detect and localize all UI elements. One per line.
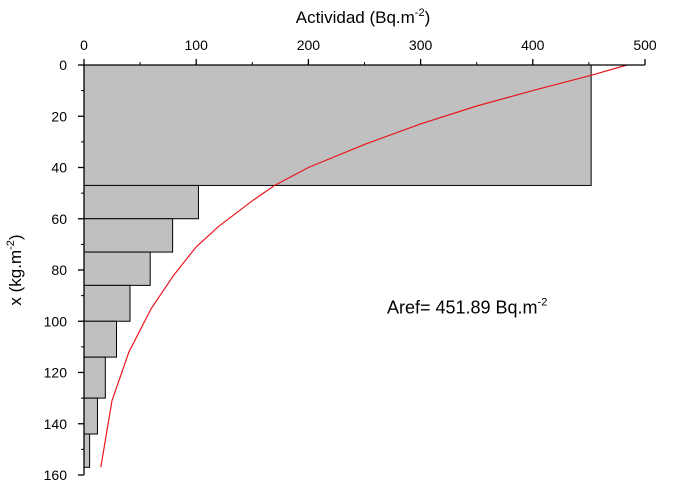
bar-7 (83, 356, 106, 399)
fit-curve (100, 64, 628, 468)
bar-3 (83, 218, 174, 253)
y-tick-label: 140 (44, 416, 68, 432)
y-tick-label: 100 (44, 313, 68, 329)
y-tick-label: 80 (51, 262, 67, 278)
x-axis-title-sup: -2 (415, 7, 425, 19)
y-axis-title-sup: -2 (5, 240, 17, 250)
x-tick-label: 500 (633, 37, 657, 53)
y-tick-label: 40 (51, 160, 67, 176)
fit-curve-layer (100, 64, 628, 468)
bar-8 (83, 397, 98, 435)
bar-1 (83, 64, 592, 186)
y-tick-label: 120 (44, 365, 68, 381)
x-tick-label: 400 (521, 37, 545, 53)
y-tick-label: 0 (59, 57, 67, 73)
bar-4 (83, 251, 151, 286)
aref-annotation: Aref= 451.89 Bq.m-2 (387, 297, 547, 318)
y-tick-label: 60 (51, 211, 67, 227)
y-tick-label: 160 (44, 467, 68, 483)
x-tick-label: 100 (185, 37, 209, 53)
bar-6 (83, 320, 118, 358)
x-tick-label: 300 (409, 37, 433, 53)
bar-2 (83, 184, 199, 220)
aref-annotation-sup: -2 (538, 297, 548, 309)
bar-9 (83, 433, 91, 468)
y-axis-title: x (kg.m-2) (5, 234, 25, 305)
y-tick-label: 20 (51, 108, 67, 124)
x-tick-label: 0 (80, 37, 88, 53)
x-tick-label: 200 (297, 37, 321, 53)
x-axis-title: Actividad (Bq.m-2) (296, 7, 431, 27)
axes-layer: 0 100 200 300 400 500 0 20 40 60 80 100 120 140 160 (44, 37, 657, 483)
bar-5 (83, 284, 131, 322)
bars-layer (83, 64, 592, 468)
